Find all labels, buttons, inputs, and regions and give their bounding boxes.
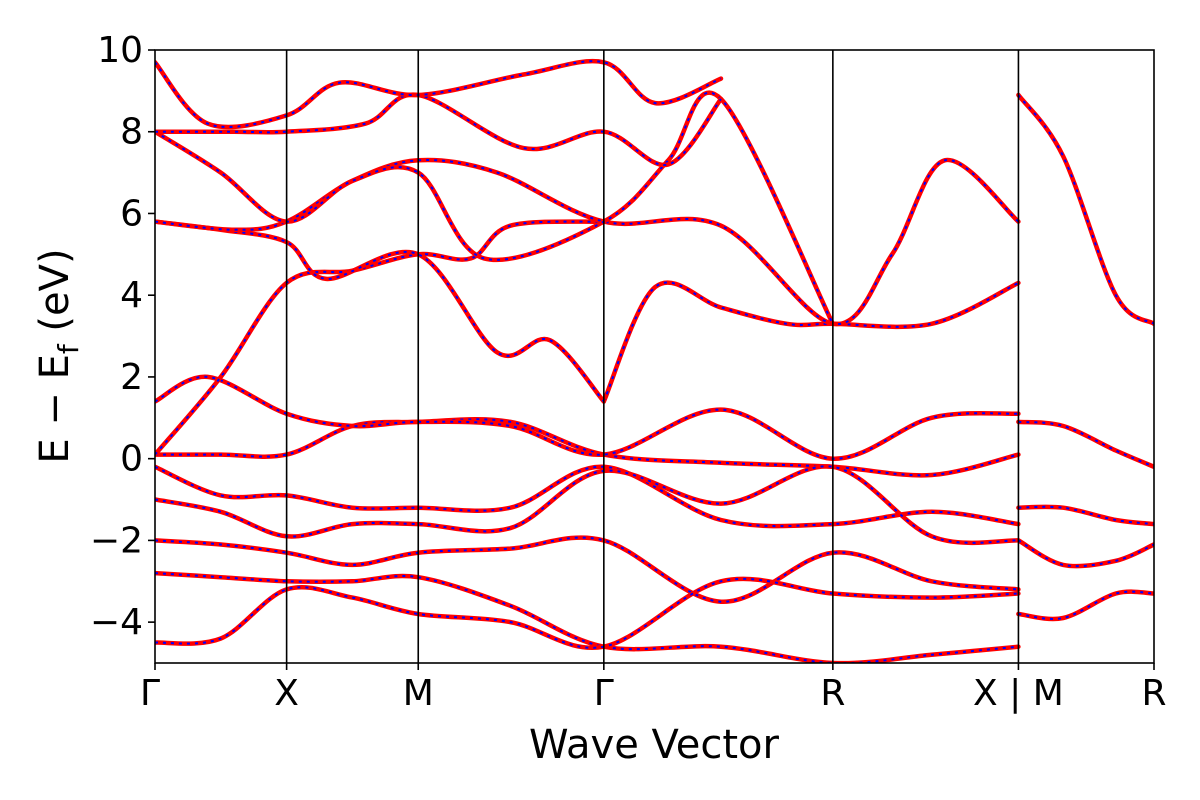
band-line-overlay-3 xyxy=(155,220,604,456)
y-tick-label-2: −2 xyxy=(90,520,143,561)
band-line-overlay-14 xyxy=(155,536,1019,603)
x-tick-label-5: R xyxy=(820,673,845,714)
y-axis-ticks: −4 −2 0 2 4 6 8 10 xyxy=(90,30,155,643)
band-line-overlay-7 xyxy=(155,91,834,325)
band-line-overlay-4 xyxy=(602,281,1019,402)
band-line-1 xyxy=(155,417,1021,478)
band-line-8 xyxy=(155,92,724,168)
band-line-overlay-16 xyxy=(155,577,1019,649)
band-line-17 xyxy=(1016,504,1154,527)
y-tick-label-6: 6 xyxy=(120,193,143,234)
x-tick-label-2: X xyxy=(274,673,299,714)
band-line-9 xyxy=(155,58,724,130)
band-line-overlay-12 xyxy=(155,465,1019,528)
band-line-overlay-17 xyxy=(1018,505,1154,526)
kpoint-separators xyxy=(285,50,1020,663)
plot-frame xyxy=(154,49,1155,664)
x-axis-ticks: Γ X M Γ R X | M R xyxy=(140,663,1167,714)
band-line-overlay-11 xyxy=(1018,420,1154,468)
y-tick-label-4: 2 xyxy=(120,357,143,398)
band-line-overlay-2 xyxy=(155,375,1019,460)
band-line-overlay-13 xyxy=(155,465,1019,544)
x-tick-label-1: Γ xyxy=(140,673,160,714)
band-line-10 xyxy=(1016,92,1154,327)
y-tick-label-1: −4 xyxy=(90,602,143,643)
band-line-overlay-18 xyxy=(1017,539,1154,568)
band-line-11 xyxy=(1016,419,1154,470)
y-tick-label-8: 10 xyxy=(97,30,143,71)
band-line-2 xyxy=(155,374,1021,461)
y-tick-label-3: 0 xyxy=(120,439,143,480)
band-line-7 xyxy=(155,90,836,327)
x-tick-label-3: M xyxy=(403,673,434,714)
x-axis-label: Wave Vector xyxy=(529,722,780,768)
y-tick-label-5: 4 xyxy=(120,275,143,316)
y-tick-label-7: 8 xyxy=(120,112,143,153)
band-line-overlay-10 xyxy=(1017,94,1154,325)
band-line-16 xyxy=(155,576,1021,651)
band-line-overlay-19 xyxy=(1018,590,1154,620)
x-tick-label-7: R xyxy=(1141,673,1166,714)
band-lines xyxy=(155,58,1154,663)
band-line-19 xyxy=(1016,589,1154,622)
x-tick-label-4: Γ xyxy=(594,673,614,714)
x-tick-label-6: X | M xyxy=(973,673,1064,714)
band-line-4 xyxy=(601,280,1021,404)
y-axis-label: E − Ef (eV) xyxy=(32,248,85,463)
